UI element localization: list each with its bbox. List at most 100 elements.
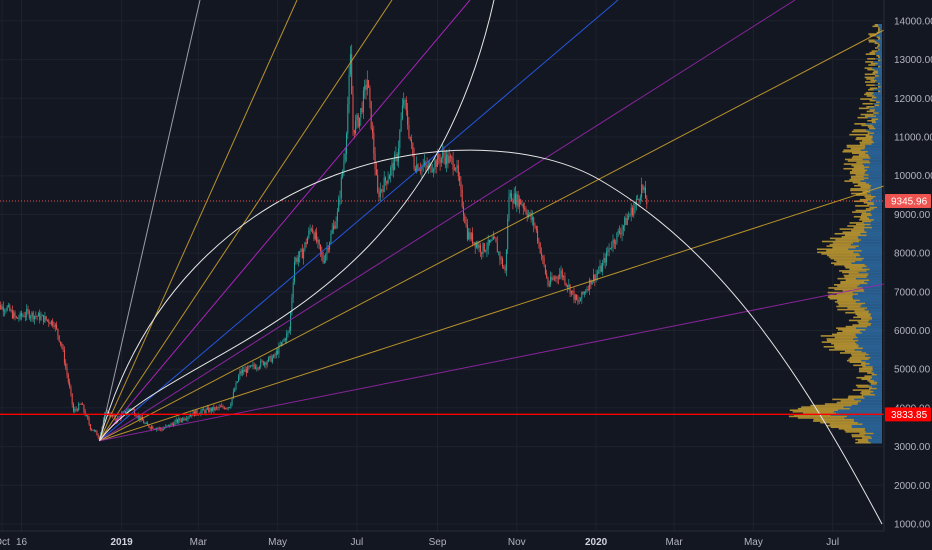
volume-bar-up (861, 359, 882, 362)
volume-bar-down (878, 56, 881, 59)
volume-bar-up (863, 288, 882, 291)
candle-body (178, 418, 180, 423)
candle-body (48, 320, 50, 323)
candle-body (430, 163, 432, 172)
candle-body (256, 367, 258, 369)
candle-body (140, 417, 142, 420)
volume-bar-down (849, 172, 865, 175)
candle-body (113, 415, 115, 417)
volume-bar-down (836, 401, 859, 404)
candle-body (359, 117, 360, 127)
volume-bar-down (865, 92, 874, 94)
volume-bar-down (803, 412, 837, 415)
candle-body (308, 230, 310, 238)
candle-body (563, 276, 565, 278)
candle-body (446, 154, 448, 165)
candle-body (548, 283, 550, 286)
volume-bar-up (871, 370, 882, 373)
candle-body (13, 312, 15, 318)
volume-bar-up (878, 118, 882, 120)
candle-body (230, 404, 232, 408)
volume-bar-up (871, 316, 882, 319)
volume-bar-up (864, 229, 882, 232)
candle-body (173, 424, 175, 426)
candle-body (451, 156, 453, 159)
candle-body (349, 54, 351, 75)
volume-bar-down (878, 28, 881, 31)
grid-lines (0, 0, 884, 531)
volume-bar-down (830, 257, 864, 260)
volume-bar-down (833, 284, 860, 286)
volume-bar-down (849, 133, 870, 136)
candle-body (161, 429, 163, 431)
volume-bar-up (871, 209, 882, 212)
candle-body (411, 139, 412, 143)
candle-body (377, 174, 379, 192)
candle-body (580, 299, 581, 302)
candle-body (629, 214, 631, 217)
volume-bar-up (848, 248, 882, 251)
volume-bar-up (878, 112, 882, 114)
volume-bar-down (867, 203, 875, 206)
volume-bar-up (860, 180, 882, 182)
volume-bar-down (843, 149, 861, 151)
candle-body (531, 217, 533, 220)
volume-bar-up (869, 133, 882, 136)
candle-body (352, 94, 354, 130)
candle-body (8, 305, 9, 307)
volume-bar-up (869, 362, 882, 365)
candle-body (41, 315, 43, 317)
volume-bar-up (868, 321, 882, 323)
volume-bar-down (870, 62, 878, 65)
volume-bar-down (832, 333, 856, 336)
candle-body (30, 316, 32, 319)
volume-bar-up (874, 58, 882, 60)
volume-bar-down (872, 25, 879, 28)
candle-body (413, 154, 415, 169)
candle-body (318, 239, 320, 245)
volume-bar-down (857, 116, 868, 119)
volume-bar-up (860, 232, 882, 235)
volume-bar-down (860, 186, 871, 189)
candle-body (266, 361, 268, 365)
volume-bar-down (835, 239, 861, 241)
price-axis[interactable]: 1000.002000.003000.004000.005000.006000.… (883, 0, 932, 550)
candle-body (478, 244, 480, 248)
volume-bar-up (837, 409, 882, 412)
candle-body (243, 370, 245, 372)
volume-bar-up (871, 322, 882, 325)
candle-body (213, 406, 215, 411)
volume-bar-down (859, 141, 874, 144)
candle-body (286, 333, 288, 341)
candle-body (128, 409, 130, 410)
volume-bar-up (869, 268, 882, 271)
x-tick-label: 2020 (585, 537, 608, 548)
volume-bar-down (871, 121, 877, 124)
volume-bar-up (865, 302, 882, 305)
candle-body (183, 418, 185, 420)
volume-bar-up (870, 392, 882, 394)
volume-bar-up (868, 384, 882, 387)
candle-body (464, 215, 466, 223)
volume-bar-down (868, 64, 876, 66)
volume-bar-down (817, 251, 854, 254)
volume-bar-up (833, 410, 882, 413)
candle-body (339, 197, 341, 199)
volume-bar-up (872, 98, 882, 100)
volume-bar-up (878, 75, 882, 77)
volume-bar-down (855, 174, 869, 176)
volume-bar-up (875, 51, 882, 54)
candle-body (539, 243, 541, 254)
candle-body (617, 230, 619, 233)
volume-bar-down (866, 95, 875, 97)
time-axis[interactable]: Oct 16 2019 Mar May Jul Sep Nov 2020 Mar May Jul (0, 530, 932, 550)
volume-bar-up (870, 324, 882, 326)
volume-bar-up (866, 265, 882, 268)
candle-body (18, 318, 20, 319)
volume-bar-up (874, 380, 882, 382)
volume-bar-down (856, 136, 873, 139)
volume-bar-down (855, 313, 871, 316)
candle-body (296, 258, 298, 262)
